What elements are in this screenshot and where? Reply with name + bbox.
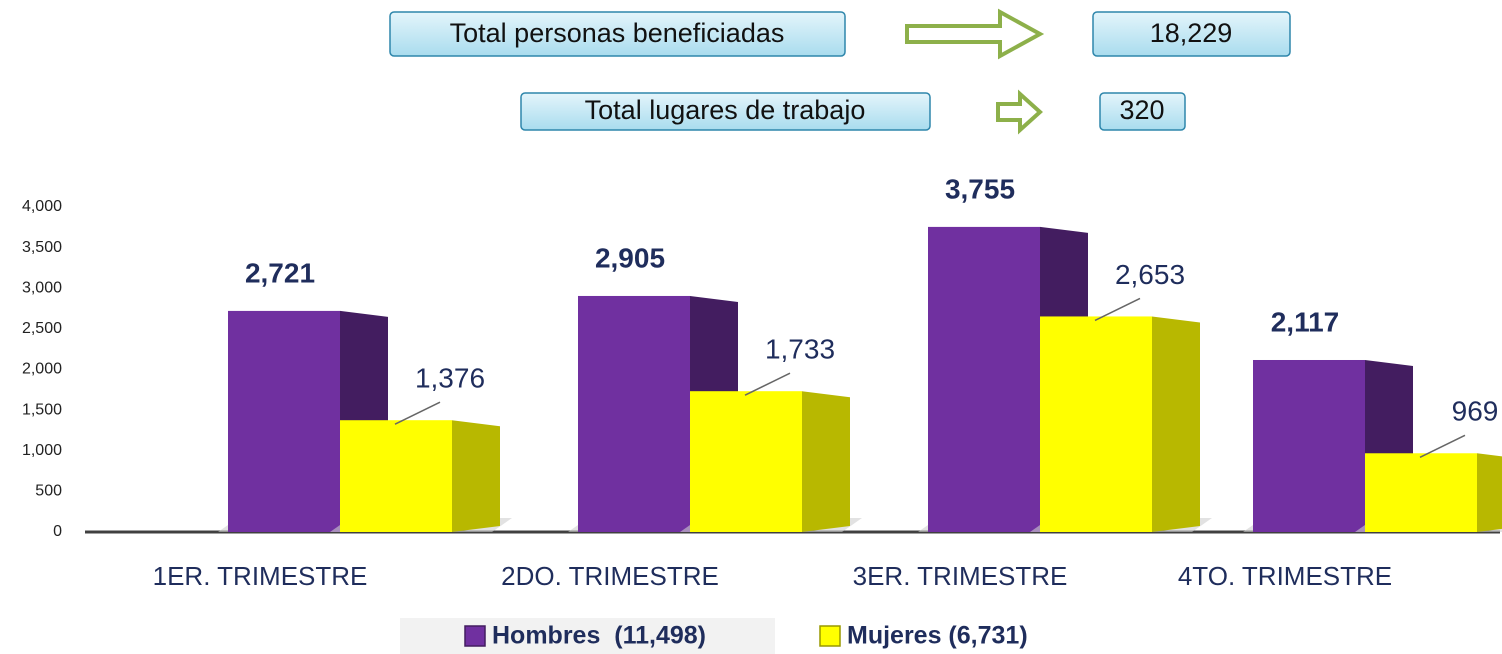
label-box: [389, 11, 846, 57]
bar: [1040, 316, 1152, 532]
leader-line: [744, 372, 791, 396]
annotation-value: 18,229: [1150, 18, 1233, 48]
data-label: 2,653: [1115, 259, 1185, 290]
legend-label: Hombres (11,498): [492, 622, 706, 650]
x-tick-label: 1ER. TRIMESTRE: [153, 561, 368, 591]
data-label: 969: [1452, 396, 1499, 427]
y-tick-label: 0: [53, 523, 62, 540]
bar: [1365, 453, 1477, 532]
data-label: 2,721: [245, 257, 315, 288]
arrow: [905, 8, 1045, 60]
bar-side: [1477, 453, 1502, 532]
bar: [228, 310, 340, 532]
y-tick-label: 500: [35, 483, 62, 500]
legend-swatch: [819, 625, 841, 647]
leader-line: [394, 401, 441, 425]
data-label: 2,905: [595, 242, 665, 273]
y-tick-label: 3,500: [22, 239, 62, 256]
y-tick-label: 1,000: [22, 442, 62, 459]
bar: [340, 420, 452, 532]
y-tick-label: 3,000: [22, 279, 62, 296]
bar-side: [1152, 316, 1200, 532]
data-label: 3,755: [945, 173, 1015, 204]
bar: [578, 295, 690, 532]
leader-line: [1094, 297, 1141, 322]
value-box: [1092, 11, 1291, 57]
data-label: 2,117: [1271, 306, 1340, 337]
label-box: [520, 92, 931, 131]
data-label: 1,733: [765, 334, 835, 365]
value-box: [1099, 92, 1186, 131]
bar: [1253, 359, 1365, 532]
annotation-label: Total lugares de trabajo: [585, 95, 866, 125]
bar: [690, 391, 802, 532]
y-tick-label: 2,500: [22, 320, 62, 337]
x-tick-label: 4TO. TRIMESTRE: [1178, 561, 1392, 591]
leader-line: [1419, 434, 1466, 458]
bar-side: [802, 391, 850, 532]
x-tick-label: 3ER. TRIMESTRE: [853, 561, 1068, 591]
annotation-label: Total personas beneficiadas: [450, 18, 785, 48]
bar-side: [452, 420, 500, 532]
y-tick-label: 4,000: [22, 198, 62, 215]
annotation-value: 320: [1119, 95, 1164, 125]
legend-background: [400, 618, 775, 654]
bar: [928, 226, 1040, 532]
arrow: [996, 89, 1043, 135]
data-label: 1,376: [415, 363, 485, 394]
x-tick-label: 2DO. TRIMESTRE: [501, 561, 719, 591]
legend-label: Mujeres (6,731): [847, 622, 1028, 650]
y-tick-label: 2,000: [22, 361, 62, 378]
legend-swatch: [464, 625, 486, 647]
y-tick-label: 1,500: [22, 401, 62, 418]
